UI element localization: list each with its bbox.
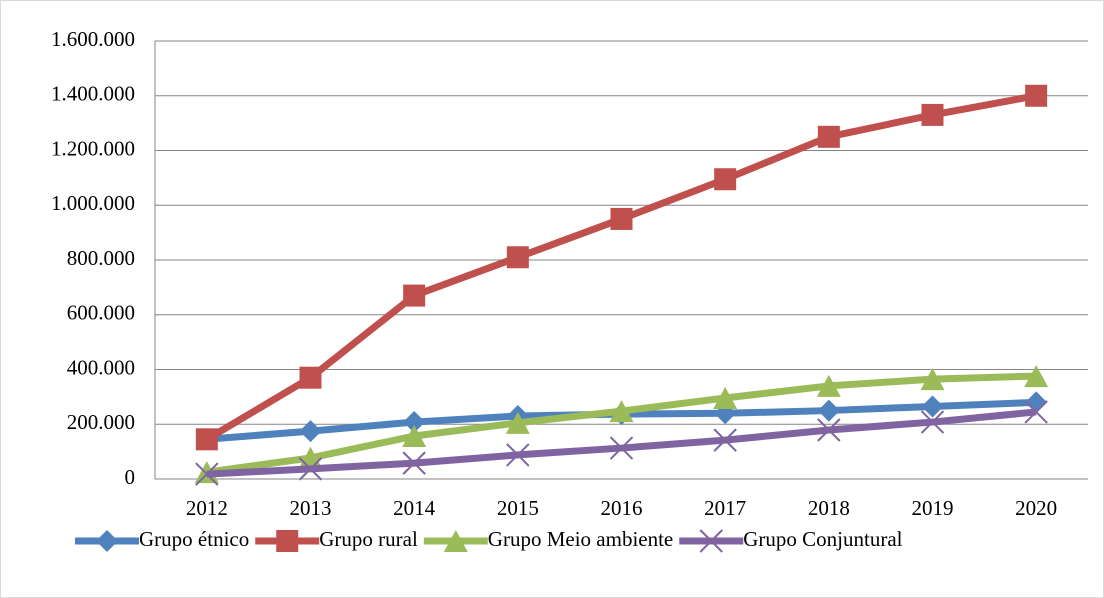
x-tick-label: 2016	[601, 496, 643, 520]
point-marker	[1025, 84, 1048, 107]
point-marker	[817, 418, 841, 442]
point-marker	[402, 451, 426, 475]
legend-marker	[699, 529, 723, 553]
x-tick-label: 2018	[808, 496, 850, 520]
x-tick-label: 2020	[1015, 496, 1057, 520]
y-tick-label: 400.000	[67, 355, 135, 379]
y-tick-label: 1.400.000	[51, 82, 135, 106]
point-marker	[816, 374, 841, 397]
y-tick-label: 1.000.000	[51, 191, 135, 215]
legend-marker	[443, 530, 468, 552]
point-marker	[713, 428, 737, 452]
legend-label: Grupo rural	[319, 527, 418, 551]
legend-label: Grupo Meio ambiente	[488, 527, 673, 551]
point-marker	[609, 436, 634, 460]
x-tick-label: 2013	[290, 496, 332, 520]
legend-marker	[276, 530, 299, 552]
y-tick-label: 200.000	[67, 410, 135, 434]
point-marker	[195, 462, 219, 486]
y-tick-label: 1.200.000	[51, 136, 135, 160]
legend-marker	[96, 530, 118, 552]
point-marker	[403, 284, 426, 307]
y-tick-label: 600.000	[67, 301, 135, 325]
x-tick-label: 2014	[393, 496, 436, 520]
point-marker	[299, 420, 322, 443]
point-marker	[506, 443, 530, 467]
point-marker	[403, 411, 426, 434]
point-marker	[609, 400, 634, 423]
point-marker	[1024, 365, 1049, 388]
point-marker	[921, 103, 944, 126]
x-tick-label: 2012	[186, 496, 228, 520]
point-marker	[195, 428, 218, 451]
point-marker	[920, 368, 945, 391]
x-tick-label: 2015	[497, 496, 539, 520]
y-tick-label: 0	[125, 465, 136, 489]
point-marker	[298, 457, 323, 481]
y-tick-label: 800.000	[67, 246, 135, 270]
point-marker	[714, 168, 737, 191]
point-marker	[817, 399, 840, 422]
point-marker	[402, 425, 427, 448]
legend-label: Grupo Conjuntural	[743, 527, 902, 551]
point-marker	[299, 366, 322, 389]
point-marker	[1025, 391, 1048, 414]
point-marker	[505, 411, 530, 434]
point-marker	[920, 410, 945, 434]
point-marker	[1024, 400, 1048, 424]
legend-label: Grupo étnico	[139, 527, 249, 551]
point-marker	[921, 395, 944, 418]
point-marker	[817, 125, 840, 148]
x-tick-label: 2019	[912, 496, 954, 520]
point-marker	[610, 207, 633, 230]
point-marker	[506, 246, 529, 269]
x-tick-label: 2017	[704, 496, 746, 520]
point-marker	[713, 386, 738, 409]
y-tick-label: 1.600.000	[51, 27, 135, 51]
